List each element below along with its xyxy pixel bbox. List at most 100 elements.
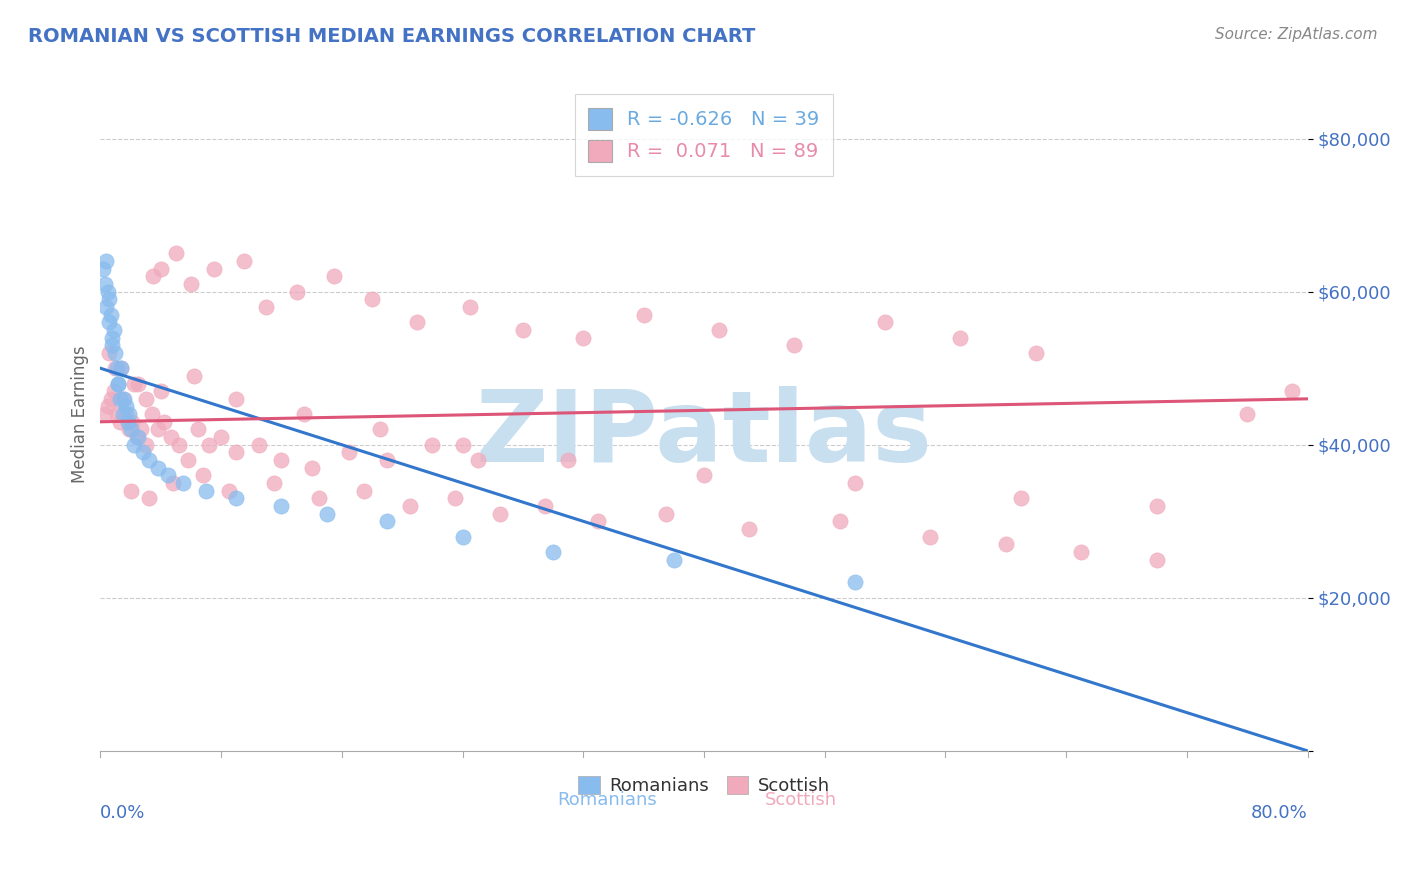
Point — [195, 483, 218, 498]
Point — [110, 361, 132, 376]
Point — [97, 285, 120, 299]
Point — [94, 277, 117, 291]
Point — [187, 422, 209, 436]
Point — [534, 499, 557, 513]
Point — [920, 530, 942, 544]
Point — [828, 514, 851, 528]
Point — [122, 376, 145, 391]
Point — [1146, 552, 1168, 566]
Point — [572, 330, 595, 344]
Point — [97, 400, 120, 414]
Point — [949, 330, 972, 344]
Point — [191, 468, 214, 483]
Point — [247, 438, 270, 452]
Point — [111, 407, 134, 421]
Point — [101, 330, 124, 344]
Point — [121, 415, 143, 429]
Point — [198, 438, 221, 452]
Point — [135, 392, 157, 406]
Point — [104, 346, 127, 360]
Point — [118, 407, 141, 421]
Point — [738, 522, 761, 536]
Point — [98, 293, 121, 307]
Point — [96, 300, 118, 314]
Point — [122, 438, 145, 452]
Point — [100, 392, 122, 406]
Point — [353, 483, 375, 498]
Point — [662, 552, 685, 566]
Point — [105, 361, 128, 376]
Point — [541, 545, 564, 559]
Point — [104, 361, 127, 376]
Point — [783, 338, 806, 352]
Point — [292, 407, 315, 421]
Text: Source: ZipAtlas.com: Source: ZipAtlas.com — [1215, 27, 1378, 42]
Point — [1281, 384, 1303, 399]
Point — [209, 430, 232, 444]
Point — [406, 315, 429, 329]
Point — [107, 376, 129, 391]
Point — [180, 277, 202, 291]
Point — [254, 300, 277, 314]
Point — [127, 376, 149, 391]
Point — [202, 261, 225, 276]
Point — [120, 483, 142, 498]
Point — [127, 430, 149, 444]
Point — [270, 453, 292, 467]
Point — [285, 285, 308, 299]
Point — [100, 308, 122, 322]
Point — [108, 392, 131, 406]
Point — [138, 491, 160, 506]
Point — [146, 422, 169, 436]
Point — [315, 507, 337, 521]
Point — [225, 392, 247, 406]
Point — [177, 453, 200, 467]
Point — [96, 254, 118, 268]
Point — [844, 575, 866, 590]
Point — [157, 468, 180, 483]
Point — [225, 491, 247, 506]
Point — [115, 400, 138, 414]
Point — [93, 261, 115, 276]
Point — [1025, 346, 1047, 360]
Point — [633, 308, 655, 322]
Point — [655, 507, 678, 521]
Point — [107, 376, 129, 391]
Point — [103, 323, 125, 337]
Text: Romanians: Romanians — [558, 791, 657, 809]
Point — [120, 422, 142, 436]
Point — [105, 407, 128, 421]
Point — [115, 407, 138, 421]
Point — [994, 537, 1017, 551]
Legend: Romanians, Scottish: Romanians, Scottish — [571, 769, 837, 803]
Point — [117, 415, 139, 429]
Point — [114, 392, 136, 406]
Point — [165, 246, 187, 260]
Point — [557, 453, 579, 467]
Point — [323, 269, 346, 284]
Point — [361, 293, 384, 307]
Point — [1146, 499, 1168, 513]
Point — [183, 368, 205, 383]
Point — [149, 384, 172, 399]
Point — [160, 430, 183, 444]
Point — [873, 315, 896, 329]
Point — [146, 460, 169, 475]
Text: 0.0%: 0.0% — [100, 805, 146, 822]
Point — [308, 491, 330, 506]
Text: 80.0%: 80.0% — [1251, 805, 1308, 822]
Point — [125, 430, 148, 444]
Point — [368, 422, 391, 436]
Point — [111, 392, 134, 406]
Point — [98, 315, 121, 329]
Point — [263, 475, 285, 490]
Point — [444, 491, 467, 506]
Point — [337, 445, 360, 459]
Point — [398, 499, 420, 513]
Point — [135, 438, 157, 452]
Point — [693, 468, 716, 483]
Point — [225, 445, 247, 459]
Point — [149, 261, 172, 276]
Point — [138, 453, 160, 467]
Point — [467, 453, 489, 467]
